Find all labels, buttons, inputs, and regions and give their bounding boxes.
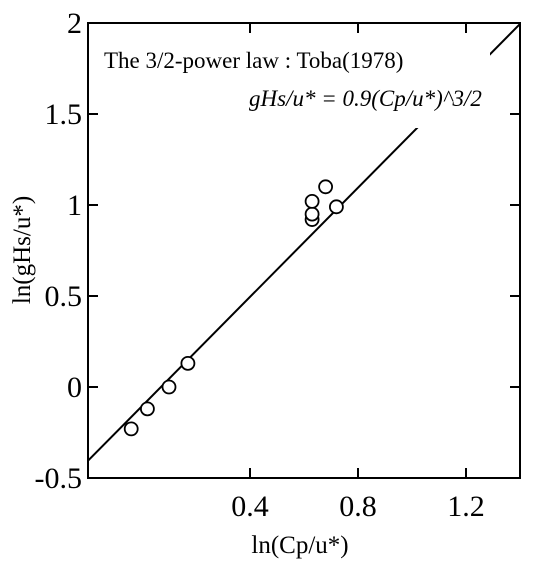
x-axis-label: ln(Cp/u*) [251,532,348,559]
x-tick-label: 0.8 [339,490,377,523]
annotation-title: The 3/2-power law : Toba(1978) [104,48,403,73]
formula-label: gHs/u* = 0.9(Cp/u*)^3/2 [249,86,482,111]
x-tick-label: 1.2 [447,490,485,523]
data-point [181,357,194,370]
y-tick-label: 1.5 [45,98,83,131]
data-point [306,195,319,208]
y-tick-label: 1 [67,189,82,222]
data-point [330,200,343,213]
data-point [141,402,154,415]
x-tick-label: 0.4 [231,490,269,523]
y-tick-label: 0.5 [45,280,83,313]
y-axis-label: ln(gHs/u*) [9,196,36,304]
y-tick-label: 2 [67,7,82,40]
data-point [319,180,332,193]
y-tick-label: 0 [67,371,82,404]
y-tick-label: -0.5 [35,462,83,495]
data-points [125,87,473,435]
data-point [306,208,319,221]
data-point [125,422,138,435]
data-point [163,381,176,394]
